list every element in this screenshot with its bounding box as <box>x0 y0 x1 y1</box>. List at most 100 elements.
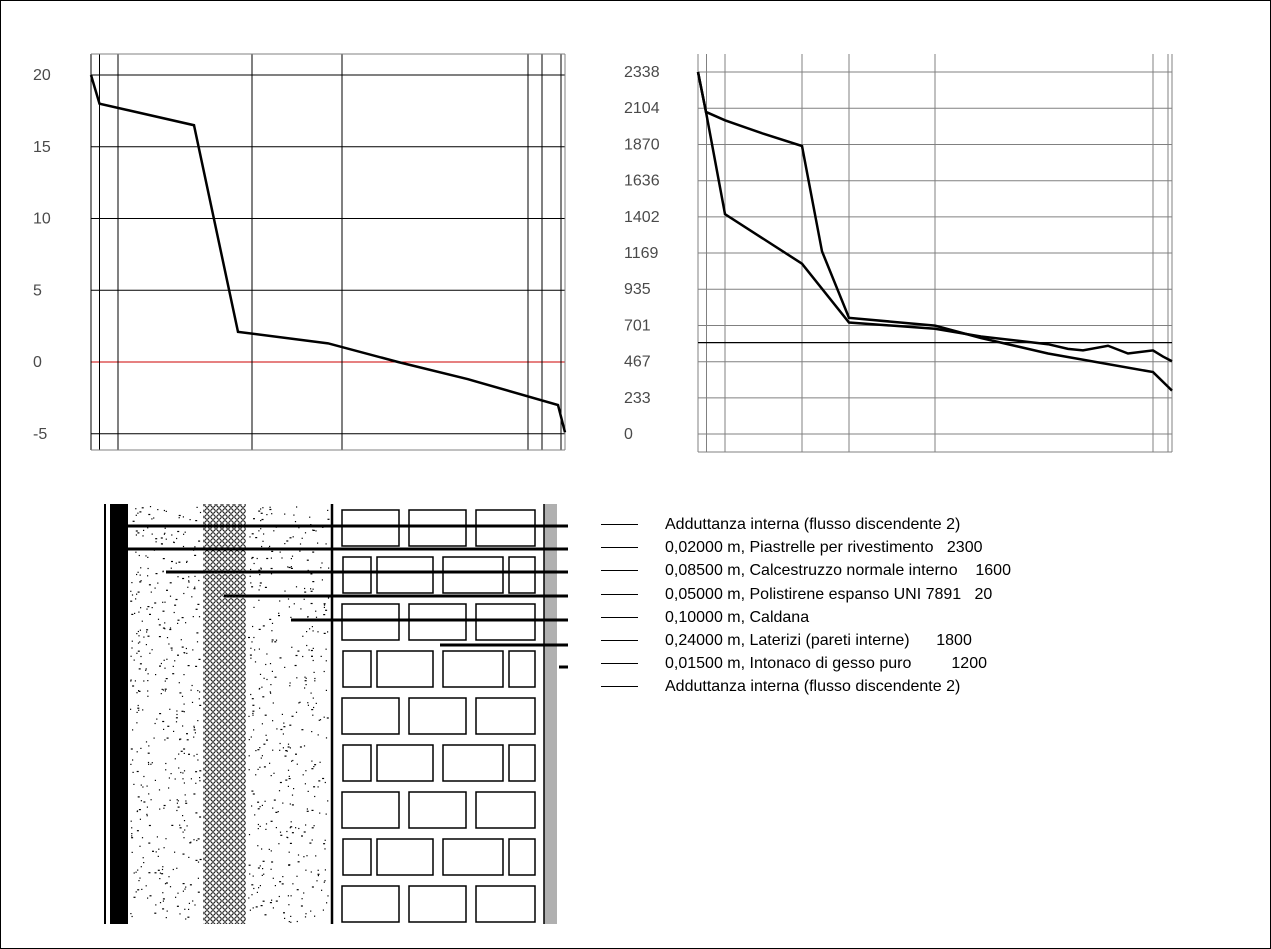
concrete-dot <box>310 649 313 652</box>
concrete-dot <box>262 507 264 509</box>
brick <box>342 556 372 594</box>
concrete-dot <box>262 696 265 698</box>
concrete-dot <box>177 619 180 621</box>
concrete-dot <box>301 537 303 539</box>
concrete-dot <box>182 831 184 833</box>
concrete-dot <box>258 887 260 889</box>
concrete-dot <box>298 702 300 704</box>
concrete-dot <box>312 581 315 583</box>
concrete-dot <box>270 567 273 570</box>
plaster-layer <box>544 504 557 924</box>
concrete-dot <box>270 573 273 575</box>
concrete-dot <box>317 631 319 633</box>
concrete-dot <box>145 644 147 646</box>
concrete-dot <box>162 866 164 868</box>
concrete-dot <box>264 714 267 716</box>
concrete-dot <box>154 602 157 604</box>
concrete-dot <box>171 534 173 536</box>
concrete-dot <box>166 658 168 660</box>
concrete-dot <box>155 674 157 676</box>
concrete-dot <box>264 586 267 588</box>
concrete-dot <box>148 745 150 747</box>
legend-line <box>601 593 638 595</box>
concrete-dot <box>143 775 145 778</box>
concrete-dot <box>138 809 141 811</box>
concrete-dot <box>262 860 265 862</box>
concrete-dot <box>290 616 292 618</box>
concrete-dot <box>158 636 161 638</box>
concrete-dot <box>131 640 133 642</box>
concrete-dot <box>248 897 250 899</box>
brick <box>442 556 504 594</box>
concrete-dot <box>143 529 145 531</box>
concrete-dot <box>131 827 133 829</box>
concrete-dot <box>131 837 134 839</box>
concrete-dot <box>187 916 190 918</box>
concrete-dot <box>296 677 298 679</box>
concrete-dot <box>288 566 291 569</box>
concrete-dot <box>323 881 325 883</box>
concrete-dot <box>148 793 150 795</box>
concrete-dot <box>272 702 274 704</box>
concrete-dot <box>282 747 284 749</box>
concrete-dot <box>311 760 313 762</box>
concrete-dot <box>305 869 307 871</box>
concrete-dot <box>137 650 140 652</box>
concrete-dot <box>162 689 164 691</box>
concrete-dot <box>317 734 319 736</box>
concrete-dot <box>249 909 251 911</box>
concrete-dot <box>198 658 201 660</box>
concrete-dot <box>155 851 157 853</box>
concrete-dot <box>139 629 141 631</box>
concrete-dot <box>260 528 262 530</box>
concrete-dot <box>270 775 272 777</box>
concrete-dot <box>174 660 176 662</box>
concrete-dot <box>169 799 171 801</box>
concrete-dot <box>160 537 163 539</box>
concrete-dot <box>177 892 179 894</box>
concrete-dot <box>290 915 292 917</box>
concrete-dot <box>165 538 167 540</box>
concrete-dot <box>166 637 169 639</box>
temperature-chart: 20 15 10 5 0 -5 <box>33 53 567 451</box>
concrete-dot <box>151 518 153 520</box>
concrete-dot <box>167 725 170 727</box>
concrete-dot <box>178 767 180 769</box>
concrete-dot <box>188 753 190 755</box>
concrete-dot <box>287 746 290 748</box>
concrete-dot <box>300 608 302 610</box>
concrete-dot <box>273 799 276 801</box>
concrete-dot <box>279 781 282 784</box>
concrete-dot <box>325 543 327 545</box>
concrete-dot <box>260 757 262 759</box>
concrete-dot <box>323 670 325 673</box>
concrete-dot <box>193 839 195 841</box>
concrete-dot <box>303 745 306 747</box>
brick <box>475 603 536 641</box>
concrete-dot <box>291 715 294 717</box>
concrete-dot <box>270 868 272 870</box>
concrete-dot <box>185 918 187 920</box>
concrete-dot <box>289 827 291 829</box>
concrete-dot <box>309 842 312 844</box>
concrete-dot <box>303 856 305 858</box>
concrete-dot <box>269 508 272 511</box>
concrete-dot <box>271 550 274 552</box>
concrete-dot <box>284 666 286 668</box>
y-tick-label: 1169 <box>624 245 659 262</box>
concrete-dot <box>148 584 151 586</box>
concrete-dot <box>131 833 133 835</box>
concrete-dot <box>195 665 198 667</box>
concrete-dot <box>192 649 194 651</box>
concrete-dot <box>177 576 179 578</box>
concrete-dot <box>307 704 309 706</box>
concrete-dot <box>252 712 254 714</box>
concrete-dot <box>177 806 180 808</box>
concrete-dot <box>311 827 314 829</box>
brick <box>508 838 536 876</box>
concrete-dot <box>271 513 273 515</box>
concrete-dot <box>251 641 253 643</box>
concrete-dot <box>147 527 149 529</box>
concrete-dot <box>198 579 200 582</box>
